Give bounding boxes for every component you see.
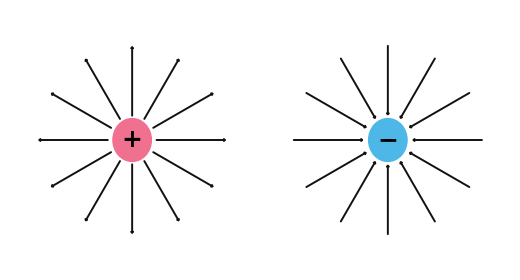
Text: −: − — [378, 128, 398, 152]
Text: +: + — [122, 128, 142, 152]
Ellipse shape — [112, 118, 152, 162]
Ellipse shape — [368, 118, 408, 162]
